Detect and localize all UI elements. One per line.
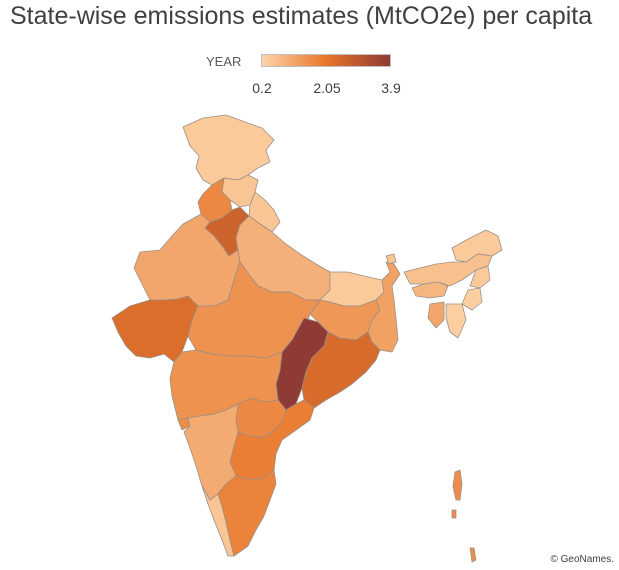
region-meghalaya[interactable] [411,281,449,299]
legend-label: YEAR [206,54,242,69]
region-west-bengal[interactable] [367,261,401,353]
region-andaman-and-nicobar[interactable] [452,469,463,501]
legend-min-label: 0.2 [252,80,272,96]
map-attribution: © GeoNames. [550,554,614,565]
region-jammu-and-kashmir[interactable] [182,114,275,186]
region-arunachal-pradesh[interactable] [451,229,503,263]
region-odisha[interactable] [301,331,381,409]
page-title: State-wise emissions estimates (MtCO2e) … [10,2,593,30]
region-nicobar-island[interactable] [469,547,477,563]
region-nagaland[interactable] [469,265,491,289]
region-manipur[interactable] [461,287,483,311]
legend-color-scale [261,54,391,67]
region-andaman-island-small[interactable] [451,509,457,519]
legend-mid-label: 2.05 [313,80,341,96]
legend-max-label: 3.9 [381,80,401,96]
region-mizoram[interactable] [445,303,467,339]
region-tripura[interactable] [427,301,445,329]
region-tamil-nadu[interactable] [217,469,277,557]
region-sikkim[interactable] [385,253,397,265]
